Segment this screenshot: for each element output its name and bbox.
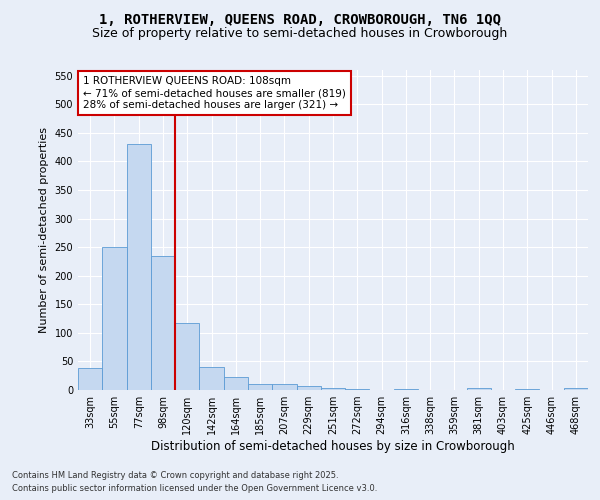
Y-axis label: Number of semi-detached properties: Number of semi-detached properties (39, 127, 49, 333)
Text: 1, ROTHERVIEW, QUEENS ROAD, CROWBOROUGH, TN6 1QQ: 1, ROTHERVIEW, QUEENS ROAD, CROWBOROUGH,… (99, 12, 501, 26)
Bar (248, 384, 272, 390)
Text: Size of property relative to semi-detached houses in Crowborough: Size of property relative to semi-detach… (92, 28, 508, 40)
X-axis label: Distribution of semi-detached houses by size in Crowborough: Distribution of semi-detached houses by … (151, 440, 515, 453)
Bar (467, 388, 491, 390)
Bar (78, 368, 102, 390)
Bar (102, 247, 127, 390)
Bar (321, 388, 345, 390)
Bar (296, 386, 321, 390)
Text: Contains HM Land Registry data © Crown copyright and database right 2025.: Contains HM Land Registry data © Crown c… (12, 470, 338, 480)
Bar (224, 377, 248, 390)
Bar (272, 384, 296, 390)
Bar (127, 144, 151, 390)
Bar (564, 388, 588, 390)
Bar (199, 367, 224, 390)
Text: 1 ROTHERVIEW QUEENS ROAD: 108sqm
← 71% of semi-detached houses are smaller (819): 1 ROTHERVIEW QUEENS ROAD: 108sqm ← 71% o… (83, 76, 346, 110)
Text: Contains public sector information licensed under the Open Government Licence v3: Contains public sector information licen… (12, 484, 377, 493)
Bar (151, 256, 175, 390)
Bar (175, 322, 199, 390)
